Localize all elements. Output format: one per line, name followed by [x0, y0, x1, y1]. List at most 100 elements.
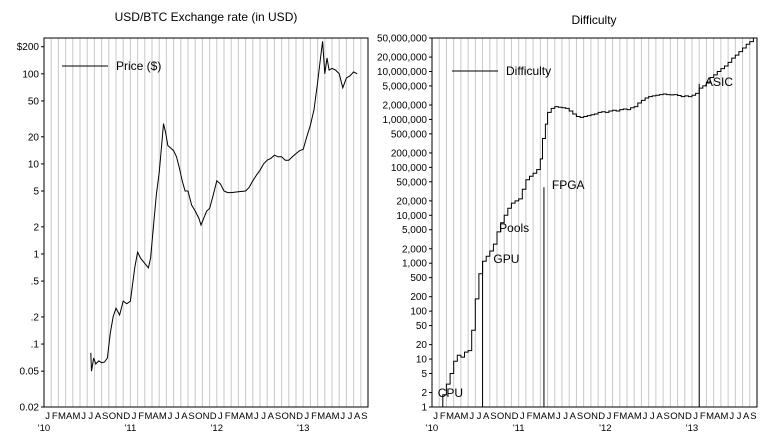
- chart1-x-month-label: J: [175, 411, 180, 422]
- chart1-y-tick-label: .1: [31, 340, 40, 351]
- chart1-x-month-label: J: [218, 411, 223, 422]
- chart2-x-month-label: D: [512, 411, 519, 422]
- chart1-x-month-label: F: [311, 411, 317, 422]
- chart1-y-tick-label: 5: [33, 187, 39, 198]
- chart1-y-tick-label: 50: [28, 96, 40, 107]
- chart2-y-tick-label: 200: [410, 292, 427, 303]
- chart1-y-tick-label: .5: [31, 277, 40, 288]
- chart2-x-month-label: N: [504, 411, 511, 422]
- chart2-series-line: [439, 38, 754, 408]
- chart2-x-month-label: F: [700, 411, 706, 422]
- chart2-x-month-label: A: [541, 411, 548, 422]
- chart2-x-year-label: '10: [426, 423, 438, 434]
- chart1-legend-label: Price ($): [116, 59, 161, 73]
- chart1-x-month-label: O: [282, 411, 289, 422]
- chart1-x-month-label: N: [116, 411, 123, 422]
- chart1-x-month-label: F: [225, 411, 231, 422]
- chart1-title: USD/BTC Exchange rate (in USD): [115, 10, 298, 24]
- chart1-x-month-label: S: [188, 411, 194, 422]
- chart1-x-month-label: S: [361, 411, 367, 422]
- chart1-x-month-label: A: [66, 411, 73, 422]
- chart1-x-month-label: M: [317, 411, 325, 422]
- chart2-x-month-label: J: [477, 411, 482, 422]
- chart2-x-year-label: '13: [686, 423, 698, 434]
- chart2-y-tick-label: 5,000,000: [383, 81, 428, 92]
- chart2-y-tick-label: 50,000: [396, 177, 427, 188]
- chart2-x-month-label: J: [469, 411, 474, 422]
- chart2-x-month-label: A: [714, 411, 721, 422]
- chart2-y-tick-label: 20: [416, 340, 428, 351]
- chart1-y-tick-label: 0.02: [20, 403, 40, 414]
- chart2-y-tick-label: 2,000,000: [383, 101, 428, 112]
- chart1-y-tick-label: 0.05: [20, 367, 40, 378]
- chart2-y-tick-label: 500: [410, 273, 427, 284]
- chart2-y-tick-label: 1: [421, 403, 427, 414]
- chart1-x-month-label: A: [181, 411, 188, 422]
- chart2-y-tick-label: 50,000,000: [377, 34, 427, 45]
- chart2-x-month-label: S: [664, 411, 670, 422]
- chart2-y-tick-label: 100,000: [391, 163, 428, 174]
- chart2-x-month-label: J: [693, 411, 698, 422]
- chart2-x-month-label: D: [685, 411, 692, 422]
- chart1-x-month-label: M: [58, 411, 66, 422]
- chart1-x-month-label: J: [348, 411, 353, 422]
- chart1-x-month-label: F: [138, 411, 144, 422]
- chart1-x-month-label: N: [203, 411, 210, 422]
- chart2-legend-label: Difficulty: [506, 64, 551, 78]
- chart1-x-month-label: O: [109, 411, 116, 422]
- chart2-x-month-label: A: [454, 411, 461, 422]
- chart2-x-month-label: J: [643, 411, 648, 422]
- chart2-x-month-label: N: [591, 411, 598, 422]
- chart1-y-tick-label: 10: [28, 159, 40, 170]
- chart1-x-month-label: J: [45, 411, 50, 422]
- chart2-plot-frame: [431, 37, 758, 408]
- chart2-y-tick-label: 20,000,000: [377, 53, 427, 64]
- chart2-x-year-label: '11: [513, 423, 525, 434]
- chart2-x-month-label: F: [527, 411, 533, 422]
- chart2-x-month-label: O: [584, 411, 591, 422]
- chart2-x-month-label: J: [520, 411, 525, 422]
- chart1-x-month-label: M: [72, 411, 80, 422]
- chart1-x-month-label: A: [95, 411, 102, 422]
- chart2-y-tick-label: 1,000: [402, 259, 427, 270]
- chart1-x-year-label: '10: [38, 423, 50, 434]
- chart1-x-month-label: J: [168, 411, 173, 422]
- chart1-x-month-label: M: [245, 411, 253, 422]
- chart2-title: Difficulty: [571, 13, 616, 27]
- chart1-x-year-label: '13: [297, 423, 309, 434]
- chart1-plot-frame: [43, 37, 369, 408]
- chart2-y-tick-label: 5,000: [402, 225, 427, 236]
- chart1-x-month-label: S: [275, 411, 281, 422]
- chart2-annotation-pools: Pools: [499, 221, 529, 235]
- chart2-x-month-label: N: [678, 411, 685, 422]
- chart1-x-month-label: M: [231, 411, 239, 422]
- chart1-x-month-label: J: [132, 411, 137, 422]
- chart1-x-month-label: A: [354, 411, 361, 422]
- chart1-x-month-label: N: [289, 411, 296, 422]
- chart2-x-month-label: S: [490, 411, 496, 422]
- chart1-x-month-label: J: [340, 411, 345, 422]
- chart1-y-tick-label: 2: [33, 222, 39, 233]
- chart1-x-month-label: J: [304, 411, 309, 422]
- chart2-x-month-label: J: [563, 411, 568, 422]
- chart1-x-month-label: D: [210, 411, 217, 422]
- chart2-x-month-label: A: [743, 411, 750, 422]
- chart1-x-year-label: '12: [211, 423, 223, 434]
- chart2-x-month-label: A: [483, 411, 490, 422]
- chart1-y-tick-label: 100: [22, 69, 39, 80]
- chart1-x-month-label: J: [261, 411, 266, 422]
- chart2-x-month-label: S: [750, 411, 756, 422]
- chart2-x-year-label: '12: [599, 423, 611, 434]
- chart1-y-tick-label: .2: [31, 312, 40, 323]
- chart1-x-month-label: J: [81, 411, 86, 422]
- chart2-x-month-label: S: [577, 411, 583, 422]
- chart2-x-month-label: J: [607, 411, 612, 422]
- chart2-annotation-gpu: GPU: [493, 252, 519, 266]
- chart2-y-tick-label: 2: [421, 388, 427, 399]
- chart1-y-tick-label: $200: [17, 42, 40, 53]
- chart2-x-month-label: J: [556, 411, 561, 422]
- chart1-x-month-label: M: [159, 411, 167, 422]
- chart2-x-month-label: O: [497, 411, 504, 422]
- chart2-x-month-label: M: [706, 411, 714, 422]
